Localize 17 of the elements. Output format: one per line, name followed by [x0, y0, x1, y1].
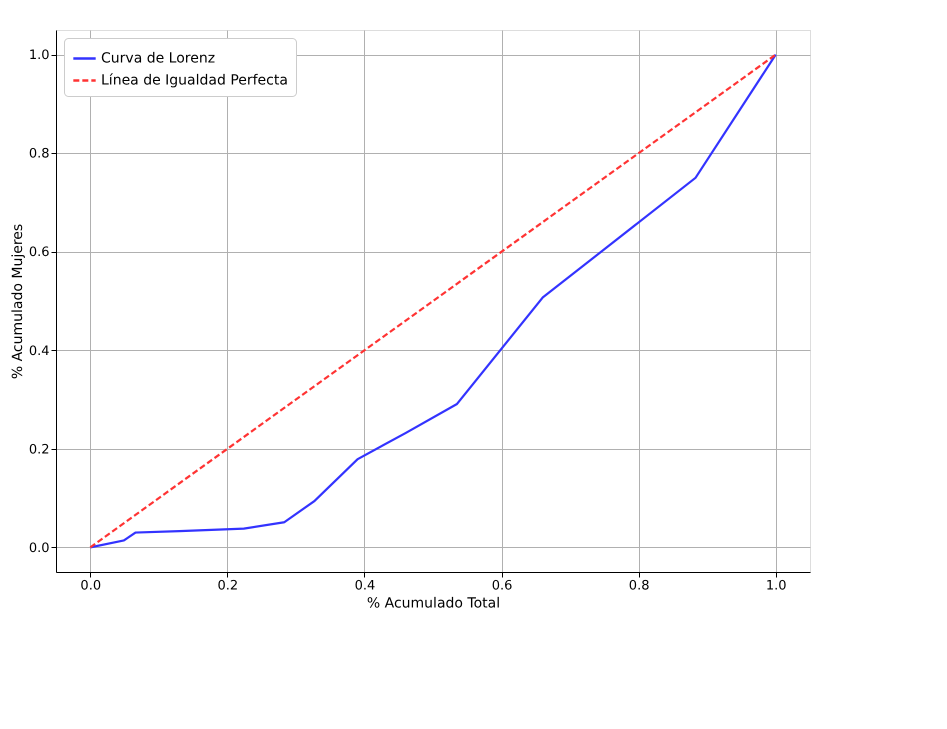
y-axis-title: % Acumulado Mujeres	[10, 224, 26, 380]
line-series	[89, 54, 777, 548]
y-tick-label: 0.0	[28, 540, 50, 556]
x-tick-label: 0.0	[80, 578, 102, 594]
y-tick-label: 0.2	[28, 442, 50, 458]
y-tick-label: 1.0	[28, 48, 50, 64]
legend-label: Curva de Lorenz	[101, 50, 216, 66]
x-tick-label: 0.4	[354, 578, 376, 594]
x-axis-title: % Acumulado Total	[366, 596, 500, 612]
y-tick-label: 0.8	[28, 146, 50, 162]
x-tick-label: 0.8	[628, 578, 650, 594]
x-tick-label: 1.0	[766, 578, 787, 594]
x-tick-label: 0.6	[492, 578, 512, 594]
y-tick-label: 0.4	[28, 344, 50, 359]
legend-label: Línea de Igualdad Perfecta	[101, 72, 288, 88]
x-tick-label: 0.2	[218, 578, 238, 594]
y-tick-label: 0.6	[28, 245, 50, 260]
